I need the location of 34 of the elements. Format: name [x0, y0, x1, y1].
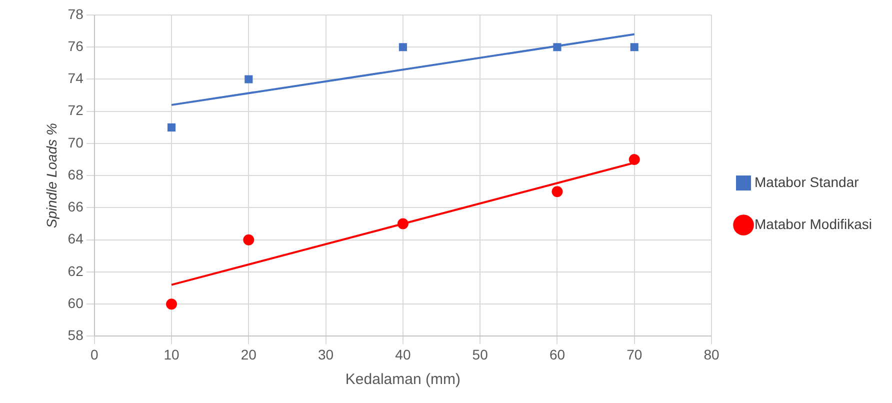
point [244, 75, 253, 84]
y-tick-label: 62 [68, 262, 84, 279]
point [243, 234, 254, 246]
x-tick-label: 20 [240, 346, 257, 362]
y-tick-label: 66 [68, 198, 84, 215]
y-tick-label: 64 [68, 230, 84, 247]
point [166, 298, 178, 310]
x-axis-title: Kedalaman (mm) [345, 371, 460, 388]
point [397, 218, 408, 230]
x-tick-label: 80 [704, 346, 720, 362]
x-tick-label: 60 [549, 346, 566, 362]
x-tick-label: 40 [395, 346, 411, 362]
legend-label: Matabor Standar [754, 174, 860, 190]
y-tick-label: 72 [68, 102, 84, 118]
point [167, 123, 176, 132]
y-axis-title: Spindle Loads % [43, 123, 60, 228]
y-tick-label: 78 [68, 6, 84, 22]
y-tick-label: 76 [68, 38, 84, 54]
legend-label: Matabor Modifikasi [754, 216, 872, 232]
point [628, 154, 640, 166]
y-tick-label: 68 [68, 166, 84, 182]
x-tick-label: 30 [318, 346, 334, 362]
x-tick-label: 70 [626, 346, 642, 362]
y-tick-label: 74 [68, 70, 84, 86]
point [398, 43, 407, 52]
point [630, 43, 638, 52]
point [553, 43, 562, 52]
y-tick-label: 60 [68, 294, 84, 311]
x-tick-label: 0 [90, 346, 98, 362]
x-tick-label: 50 [472, 346, 488, 362]
x-tick-label: 10 [164, 346, 180, 362]
point [552, 186, 563, 198]
y-tick-label: 70 [68, 134, 84, 150]
y-tick-label: 58 [68, 327, 84, 344]
